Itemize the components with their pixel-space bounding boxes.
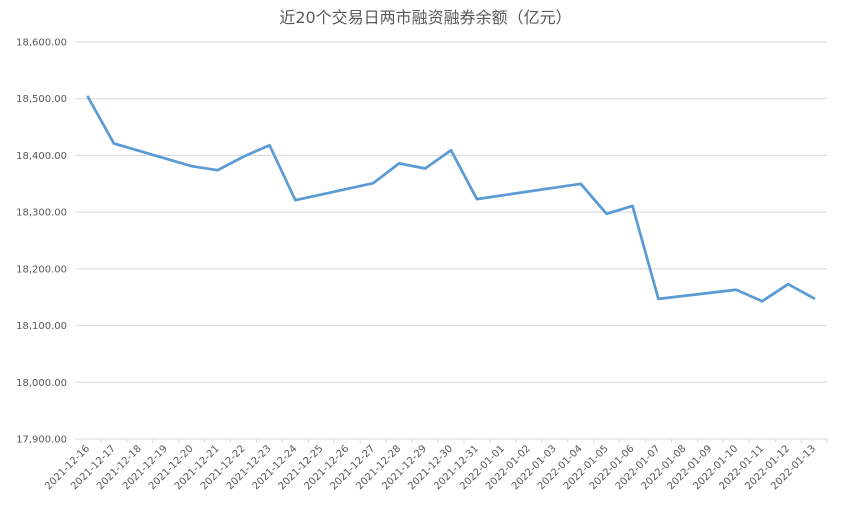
data-point bbox=[371, 181, 375, 185]
data-point bbox=[267, 143, 271, 147]
y-tick-label: 18,000.00 bbox=[16, 378, 67, 389]
data-point bbox=[812, 296, 816, 300]
data-point bbox=[734, 288, 738, 292]
y-tick-label: 18,500.00 bbox=[16, 94, 67, 105]
data-point bbox=[112, 142, 116, 146]
y-axis: 17,900.00 18,000.00 18,100.00 18,200.00 18,3… bbox=[16, 38, 67, 446]
y-tick-label: 18,400.00 bbox=[16, 151, 67, 162]
data-point bbox=[579, 182, 583, 186]
data-point bbox=[216, 168, 220, 172]
series-line bbox=[86, 95, 816, 303]
data-point bbox=[656, 297, 660, 301]
data-point bbox=[475, 197, 479, 201]
data-point bbox=[760, 299, 764, 303]
chart-title: 近20个交易日两市融资融券余额（亿元） bbox=[279, 8, 571, 27]
data-point bbox=[423, 166, 427, 170]
y-tick-label: 18,200.00 bbox=[16, 264, 67, 275]
data-point bbox=[242, 155, 246, 159]
data-point bbox=[631, 204, 635, 208]
gridlines bbox=[75, 41, 827, 440]
y-tick-label: 18,600.00 bbox=[16, 38, 67, 49]
data-point bbox=[86, 95, 90, 99]
y-tick-label: 17,900.00 bbox=[16, 435, 67, 446]
y-tick-label: 18,100.00 bbox=[16, 321, 67, 332]
data-point bbox=[786, 282, 790, 286]
data-point bbox=[449, 148, 453, 152]
series bbox=[86, 95, 816, 303]
x-axis: 2021-12-162021-12-172021-12-182021-12-19… bbox=[43, 439, 828, 492]
data-point bbox=[190, 164, 194, 168]
data-point bbox=[293, 198, 297, 202]
y-tick-label: 18,300.00 bbox=[16, 208, 67, 219]
data-point bbox=[605, 212, 609, 216]
data-point bbox=[397, 161, 401, 165]
